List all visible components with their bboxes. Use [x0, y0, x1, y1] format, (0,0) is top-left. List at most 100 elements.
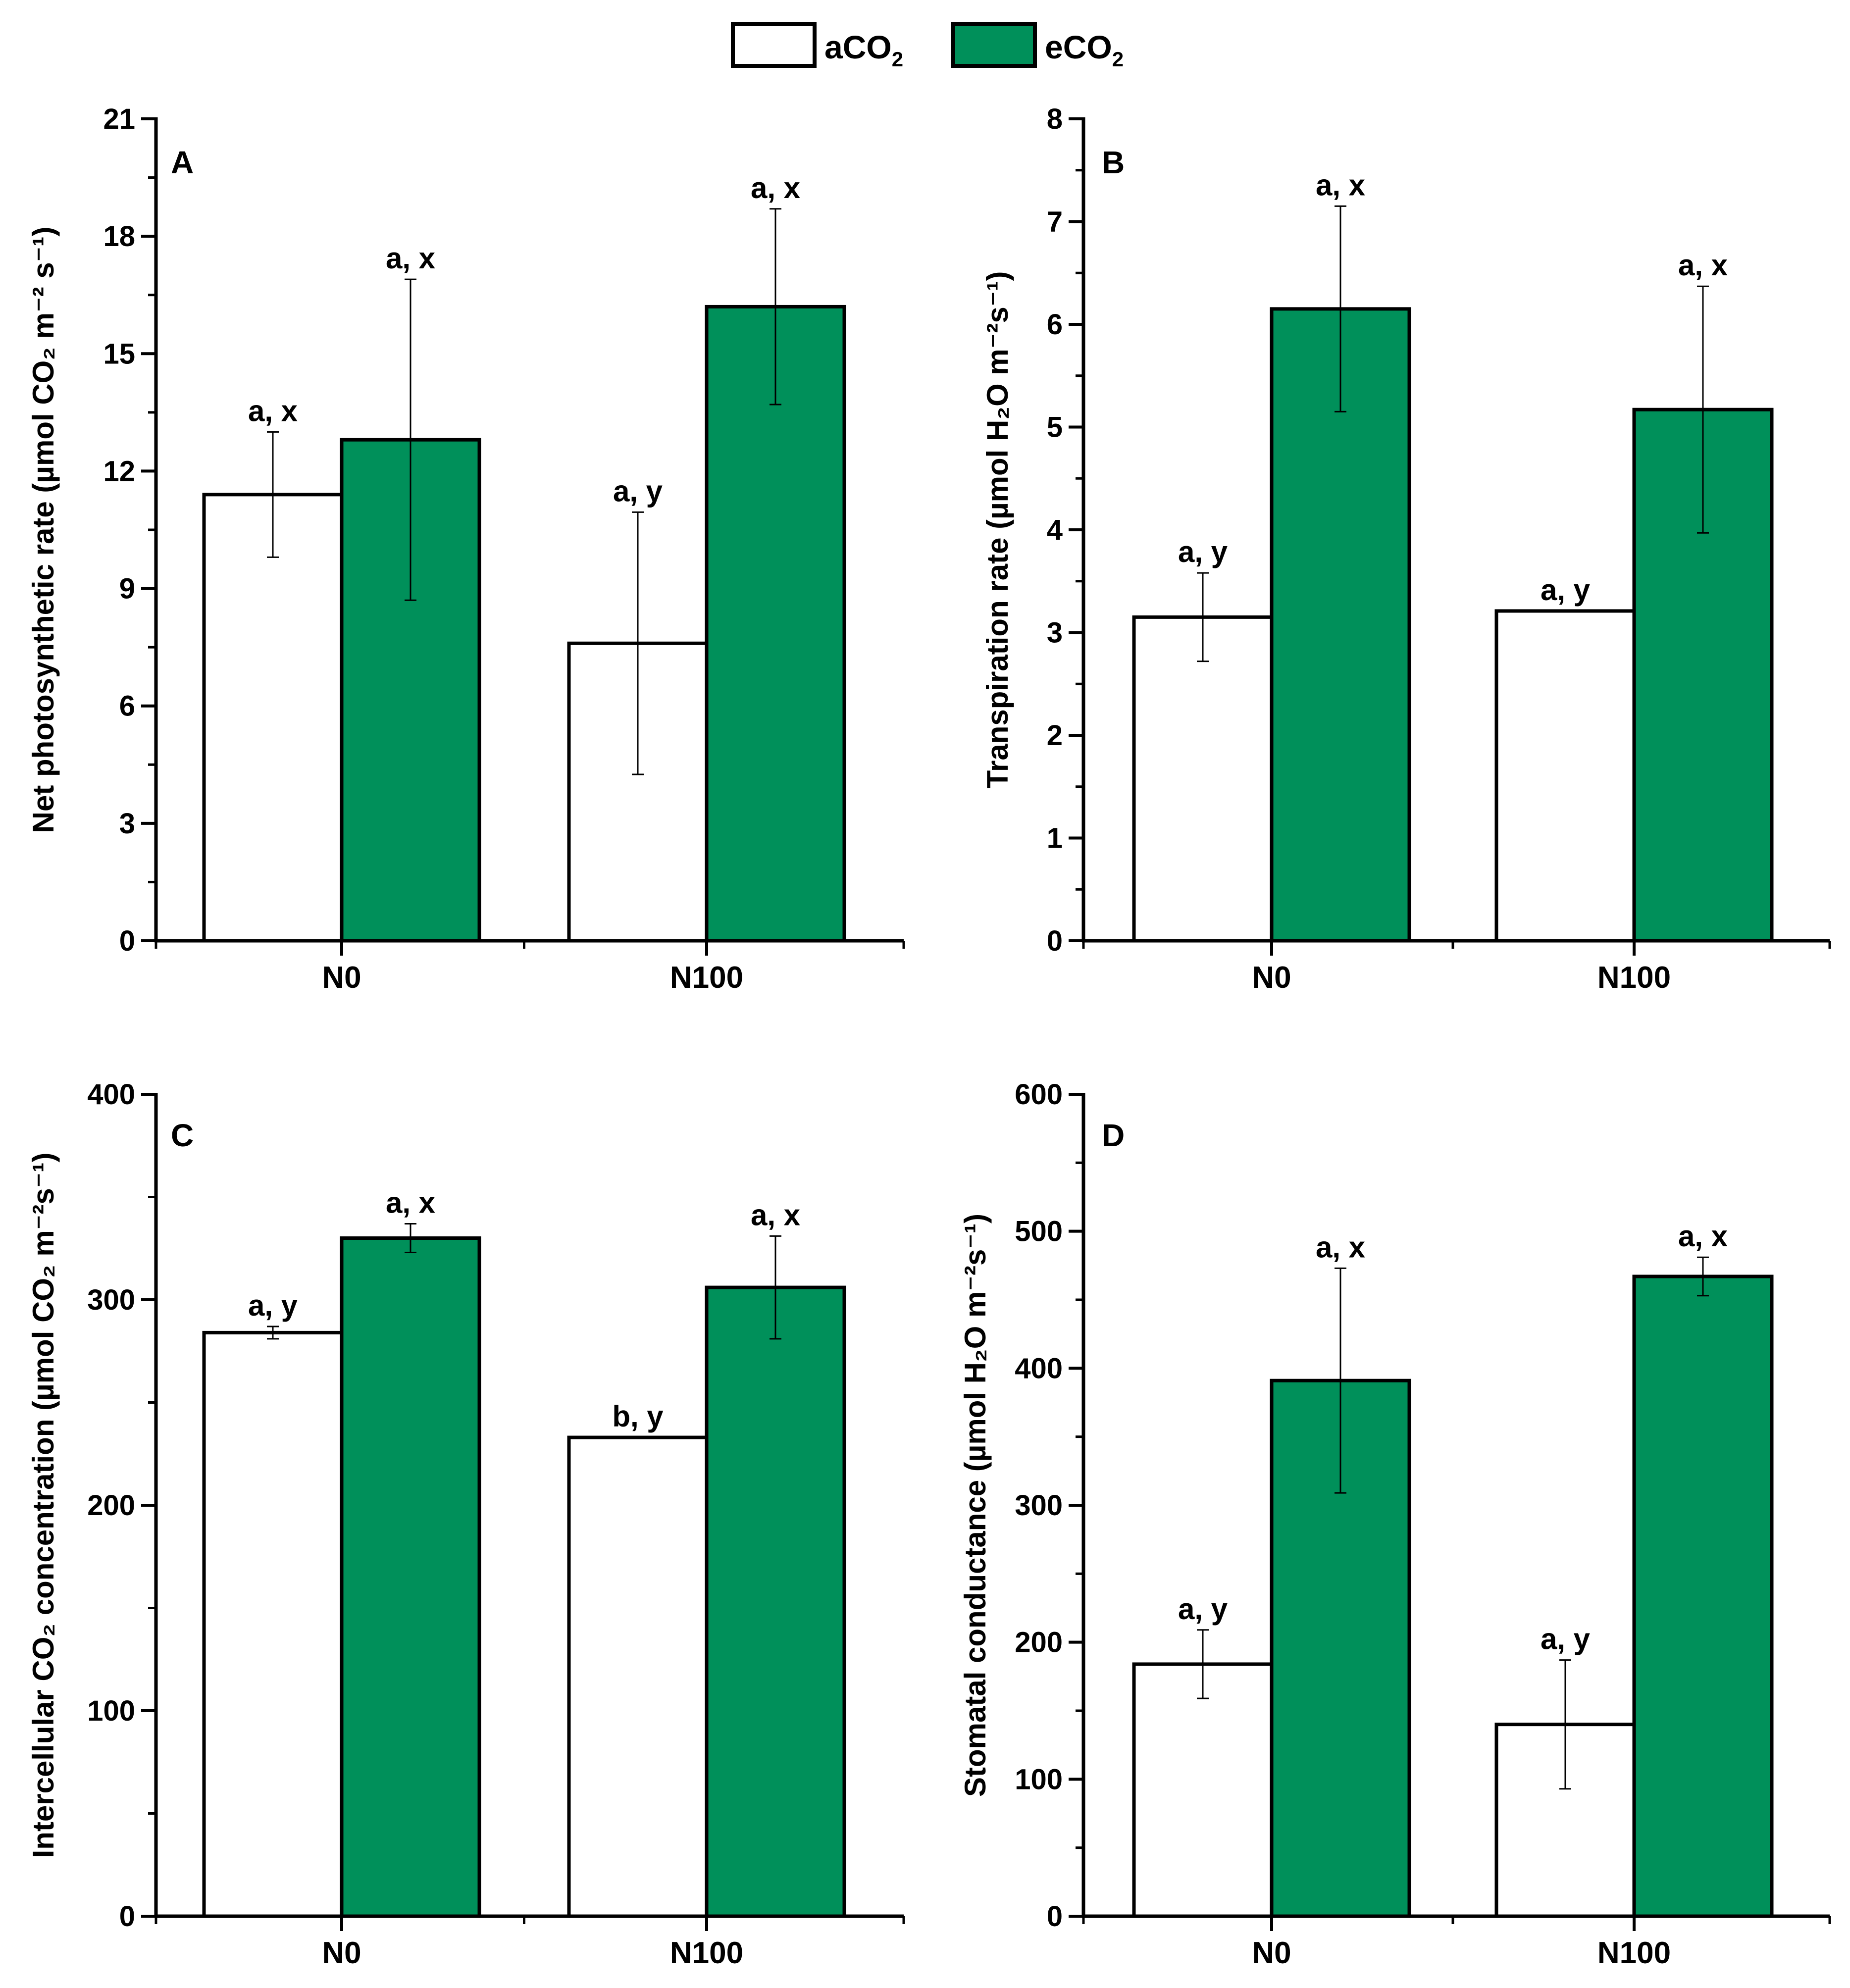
panel-a: 0 3 6 9 12 15 18 21 N0 N100 a, x a, y a, x a, x A Ne… — [27, 103, 905, 995]
panel-a-annotations: a, x a, y a, x a, x — [248, 171, 800, 508]
panel-a-annotation-eco2-n100: a, x — [751, 171, 800, 204]
panel-d-errorbar-aco2-n100 — [1559, 1659, 1571, 1790]
panel-a-ytick-label: 12 — [103, 455, 135, 487]
panel-b-annotation-eco2-n100: a, x — [1678, 249, 1728, 282]
panel-c-ytick-label: 0 — [119, 1900, 135, 1933]
panel-d-annotations: a, y a, y a, x a, x — [1178, 1220, 1728, 1655]
panel-b-ytick-label: 3 — [1047, 617, 1063, 649]
panel-c-xtick-label-n100: N100 — [670, 1936, 743, 1970]
panel-a-xtick-label-n100: N100 — [670, 961, 743, 995]
panel-c-annotation-eco2-n0: a, x — [386, 1186, 435, 1219]
panel-b-bar-aco2-n0 — [1132, 615, 1274, 943]
panel-c-annotations: a, y b, y a, x a, x — [248, 1186, 800, 1433]
panel-a-bars — [202, 208, 846, 943]
legend-label-eco2: eCO2 — [1045, 29, 1124, 71]
panel-a-errorbar-eco2-n0 — [405, 278, 416, 601]
panel-c-ytick-label: 200 — [87, 1489, 135, 1522]
panel-c: 0 100 200 300 400 N0 N100 a, y b, y a, x a, x C I… — [27, 1078, 905, 1970]
panel-b-axes: 0 1 2 3 4 5 6 7 8 N0 N100 — [1047, 103, 1831, 995]
panel-d-xtick-label-n100: N100 — [1597, 1936, 1671, 1970]
panel-d-ytick-label: 600 — [1015, 1078, 1063, 1111]
panel-b-errorbar-eco2-n100 — [1697, 285, 1709, 534]
panel-b-annotation-aco2-n0: a, y — [1178, 535, 1228, 568]
panel-b-xtick-label-n100: N100 — [1597, 961, 1671, 995]
panel-a-annotation-eco2-n0: a, x — [386, 242, 435, 275]
panel-a-annotation-aco2-n100: a, y — [613, 474, 663, 508]
panel-b-bar-eco2-n0 — [1270, 307, 1411, 943]
panel-b-ytick-label: 5 — [1047, 411, 1063, 444]
panel-d-annotation-eco2-n0: a, x — [1316, 1230, 1365, 1264]
panel-c-annotation-aco2-n0: a, y — [248, 1289, 298, 1322]
panel-b-ytick-label: 7 — [1047, 206, 1063, 238]
panel-d-annotation-eco2-n100: a, x — [1678, 1220, 1728, 1253]
panel-a-axes: 0 3 6 9 12 15 18 21 N0 N100 — [103, 103, 905, 995]
legend-item-aco2: aCO2 — [731, 22, 903, 71]
panel-c-errorbar-eco2-n100 — [770, 1235, 781, 1340]
panel-d-errorbar-aco2-n0 — [1197, 1629, 1209, 1699]
panel-c-bar-aco2-n0 — [202, 1330, 344, 1918]
panel-b-ytick-label: 8 — [1047, 103, 1063, 135]
panel-a-ytick-label: 18 — [103, 220, 135, 253]
panel-b-letter: B — [1102, 145, 1125, 180]
panel-b-annotation-eco2-n0: a, x — [1316, 168, 1365, 202]
panel-a-ytick-label: 3 — [119, 808, 135, 840]
panel-a-xtick-label-n0: N0 — [322, 961, 361, 995]
panel-c-ytick-label: 400 — [87, 1078, 135, 1111]
panel-d-bars — [1132, 1256, 1774, 1918]
panel-b-errorbar-aco2-n0 — [1197, 572, 1209, 663]
legend-swatch-eco2 — [951, 22, 1037, 68]
panel-d-xtick-label-n0: N0 — [1252, 1936, 1291, 1970]
panel-d-axes: 0 100 200 300 400 500 600 N0 N100 — [1015, 1078, 1831, 1970]
panel-c-bar-aco2-n100 — [567, 1435, 709, 1918]
legend: aCO2 eCO2 — [731, 22, 1124, 71]
panel-d-errorbar-eco2-n0 — [1335, 1267, 1346, 1494]
panel-d-bar-eco2-n100 — [1632, 1274, 1774, 1918]
panel-b: 0 1 2 3 4 5 6 7 8 N0 N100 a, y a, y a, x a, x B Trans… — [981, 103, 1831, 995]
panel-d-errorbar-eco2-n100 — [1697, 1256, 1709, 1297]
panel-c-ytick-label: 300 — [87, 1284, 135, 1316]
panel-c-bars — [202, 1223, 846, 1918]
panel-a-ytick-label: 0 — [119, 925, 135, 957]
panel-b-bars — [1132, 205, 1774, 943]
panel-b-ytick-label: 4 — [1047, 514, 1063, 546]
panel-a-ytick-label: 9 — [119, 573, 135, 605]
panel-a-ylabel: Net photosynthetic rate (µmol CO₂ m⁻² s⁻… — [27, 227, 60, 833]
panel-c-ytick-label: 100 — [87, 1695, 135, 1727]
panel-d-annotation-aco2-n100: a, y — [1541, 1623, 1591, 1656]
panel-a-ytick-label: 15 — [103, 338, 135, 370]
panel-a-errorbar-eco2-n100 — [770, 208, 781, 406]
panel-b-ytick-label: 2 — [1047, 719, 1063, 752]
panel-c-errorbar-eco2-n0 — [405, 1223, 416, 1254]
panel-b-annotation-aco2-n100: a, y — [1541, 573, 1591, 607]
panel-c-bar-eco2-n100 — [705, 1285, 846, 1918]
panel-d-ytick-label: 400 — [1015, 1352, 1063, 1384]
panel-b-ytick-label: 1 — [1047, 822, 1063, 855]
panel-d-ytick-label: 300 — [1015, 1489, 1063, 1522]
panel-a-errorbar-aco2-n100 — [632, 511, 644, 775]
panel-a-letter: A — [171, 145, 194, 180]
panel-b-ytick-label: 6 — [1047, 308, 1063, 341]
panel-c-errorbar-aco2-n0 — [267, 1325, 279, 1340]
panel-c-bar-eco2-n0 — [340, 1236, 481, 1918]
panel-d-ytick-label: 200 — [1015, 1627, 1063, 1659]
panel-b-annotations: a, y a, y a, x a, x — [1178, 168, 1728, 607]
legend-item-eco2: eCO2 — [951, 22, 1124, 71]
panel-a-errorbar-aco2-n0 — [267, 431, 279, 558]
legend-label-aco2: aCO2 — [824, 29, 903, 71]
panel-d-ytick-label: 500 — [1015, 1216, 1063, 1248]
panel-b-xtick-label-n0: N0 — [1252, 961, 1291, 995]
legend-swatch-aco2 — [731, 22, 817, 68]
panel-d-ytick-label: 0 — [1047, 1900, 1063, 1933]
panel-d-letter: D — [1102, 1118, 1125, 1153]
panel-a-annotation-aco2-n0: a, x — [248, 394, 298, 427]
panel-c-annotation-eco2-n100: a, x — [751, 1198, 800, 1231]
panel-d-bar-aco2-n0 — [1132, 1662, 1274, 1918]
panel-c-letter: C — [171, 1118, 194, 1153]
panel-c-annotation-aco2-n100: b, y — [612, 1400, 664, 1433]
panel-a-bar-aco2-n0 — [202, 493, 344, 943]
panel-d-ytick-label: 100 — [1015, 1763, 1063, 1795]
panel-b-errorbar-eco2-n0 — [1335, 205, 1346, 412]
panel-d-ylabel: Stomatal conductance (µmol H₂O m⁻²s⁻¹) — [959, 1214, 992, 1797]
